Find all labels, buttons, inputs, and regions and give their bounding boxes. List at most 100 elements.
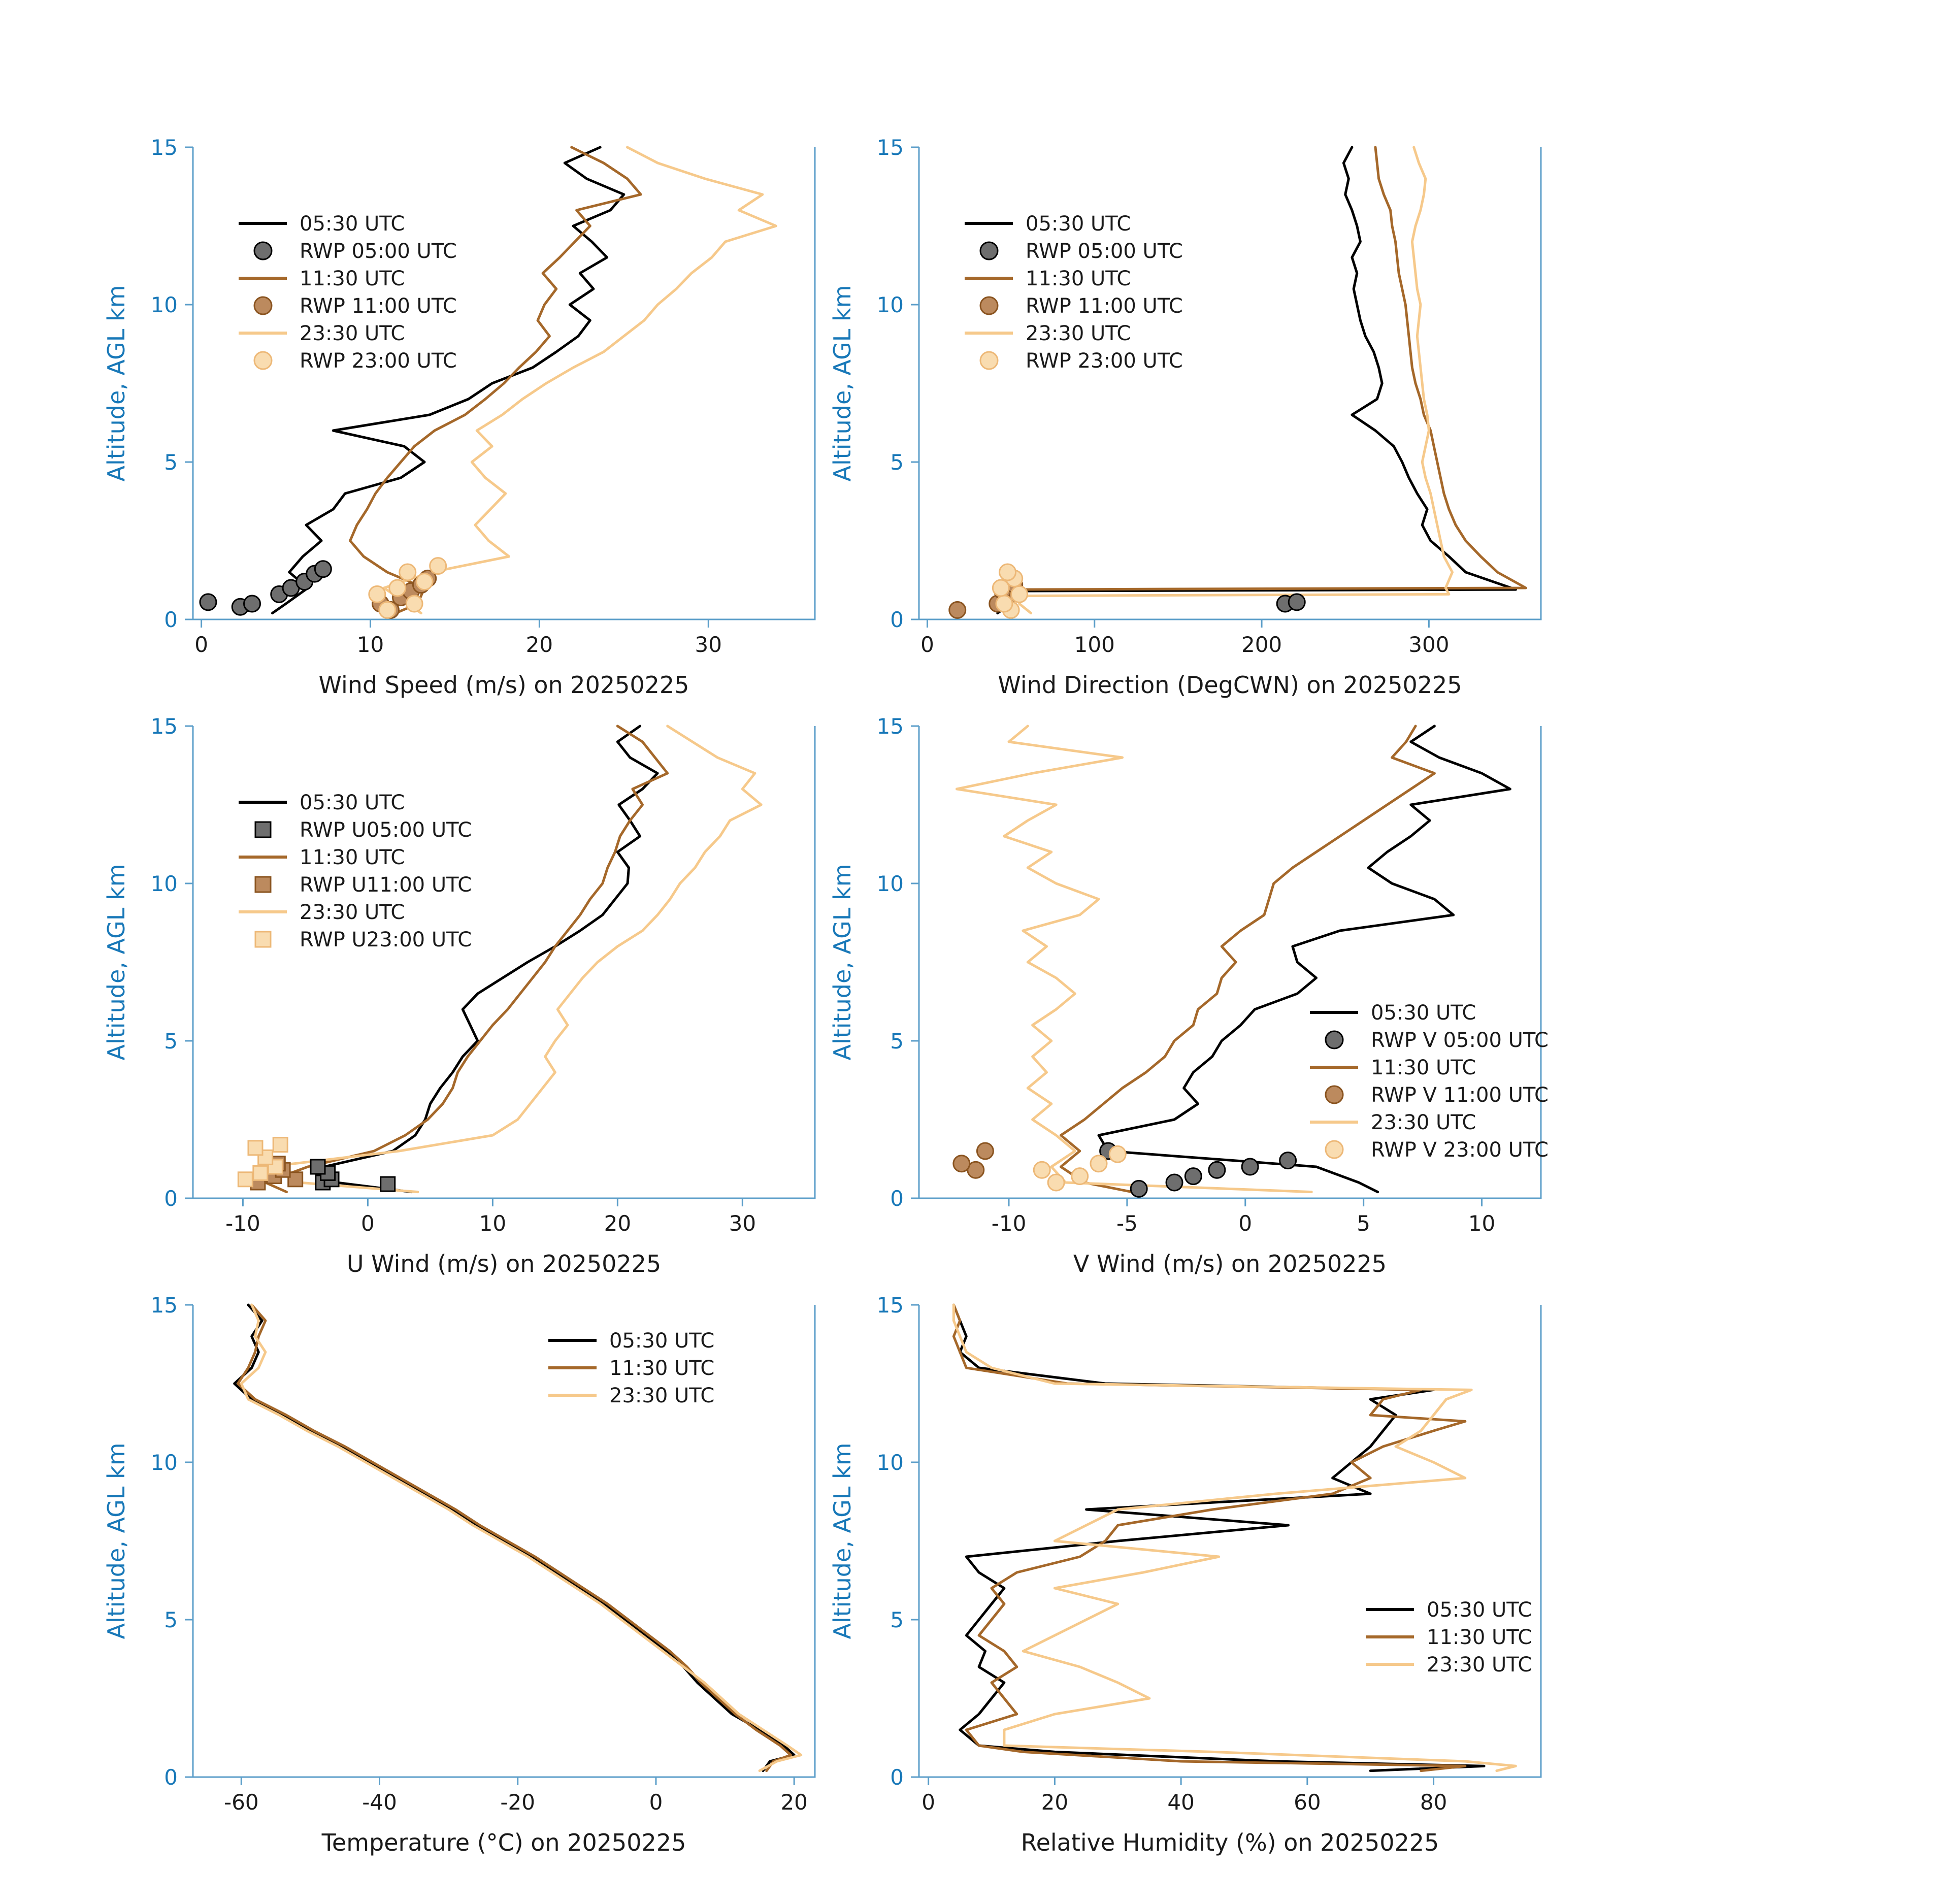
x-tick-label: 80: [1420, 1790, 1447, 1815]
series-line-11:30 UTC: [1003, 146, 1527, 615]
legend-label: 23:30 UTC: [609, 1384, 714, 1407]
series-line-11:30 UTC: [349, 146, 642, 615]
y-tick-label: 15: [877, 1293, 904, 1318]
x-tick-label: 0: [649, 1790, 663, 1815]
legend-label: RWP 23:00 UTC: [1026, 349, 1183, 373]
x-axis-label: Wind Speed (m/s) on 20250225: [319, 671, 689, 699]
series-line-23:30 UTC: [382, 146, 777, 615]
legend-label: 23:30 UTC: [300, 322, 405, 345]
y-tick-label: 0: [890, 1765, 904, 1790]
legend-label: RWP U11:00 UTC: [300, 873, 472, 897]
series-line-11:30 UTC: [237, 1303, 792, 1772]
y-axis-label: Altitude, AGL km: [829, 864, 856, 1060]
u-wind-svg: -10 0 10 20 30 0 5 10 15 U Wind (m/s) on 20250225…: [103, 714, 816, 1277]
series-line-23:30 UTC: [267, 725, 763, 1194]
x-tick-label: 20: [526, 632, 553, 657]
y-tick-label: 0: [164, 607, 178, 632]
x-axis-label: Relative Humidity (%) on 20250225: [1021, 1829, 1439, 1856]
y-tick-label: 5: [164, 1029, 178, 1054]
wind-speed-svg: 0 10 20 30 0 5 10 15 Wind Speed (m/s) on 2025022…: [103, 135, 816, 699]
legend: 05:30 UTC RWP V 05:00 UTC 11:30 UTC RWP V 1…: [1310, 1001, 1549, 1162]
legend: 05:30 UTC 11:30 UTC 23:30 UTC: [548, 1329, 714, 1407]
series-line-11:30 UTC: [264, 725, 669, 1194]
legend-label: 11:30 UTC: [1026, 267, 1131, 290]
x-tick-label: 60: [1294, 1790, 1321, 1815]
relative-humidity-svg: 0 20 40 60 80 0 5 10 15 Relative Humidity (%) on …: [829, 1293, 1542, 1856]
x-tick-label: 100: [1074, 632, 1115, 657]
y-tick-label: 0: [164, 1765, 178, 1790]
axes: -10 -5 0 5 10 0 5 10 15: [877, 714, 1542, 1236]
series-scatter-RWP V 23:00 UTC: [1033, 1145, 1127, 1192]
series-scatter-RWP U05:00 UTC: [310, 1159, 396, 1192]
y-tick-label: 0: [890, 607, 904, 632]
series-line-23:30 UTC: [240, 1303, 803, 1772]
legend-label: RWP U05:00 UTC: [300, 818, 472, 842]
legend-label: 23:30 UTC: [1427, 1653, 1532, 1677]
y-axis-label: Altitude, AGL km: [829, 1442, 856, 1639]
legend-label: RWP 11:00 UTC: [1026, 294, 1183, 318]
series-scatter-RWP V 11:00 UTC: [952, 1142, 994, 1179]
y-tick-label: 5: [890, 450, 904, 475]
x-tick-label: 300: [1408, 632, 1449, 657]
axes: 0 10 20 30 0 5 10 15: [151, 135, 816, 657]
x-tick-label: 30: [729, 1211, 756, 1236]
legend-label: 11:30 UTC: [300, 267, 405, 290]
y-tick-label: 0: [164, 1186, 178, 1211]
x-tick-label: 0: [361, 1211, 375, 1236]
y-tick-label: 15: [151, 714, 178, 739]
x-tick-label: -60: [224, 1790, 259, 1815]
temperature-chart: -60 -40 -20 0 20 0 5 10 15 Temperature (°C) on 20…: [76, 1229, 899, 1874]
legend-label: 05:30 UTC: [300, 791, 405, 814]
legend: 05:30 UTC 11:30 UTC 23:30 UTC: [1366, 1598, 1532, 1677]
wind-speed-chart: 0 10 20 30 0 5 10 15 Wind Speed (m/s) on 2025022…: [76, 71, 899, 716]
u-wind-chart: -10 0 10 20 30 0 5 10 15 U Wind (m/s) on 20250225…: [76, 650, 899, 1295]
series-line-23:30 UTC: [952, 1303, 1517, 1772]
x-tick-label: 0: [1238, 1211, 1252, 1236]
legend-label: RWP U23:00 UTC: [300, 928, 472, 951]
series-scatter-RWP 23:00 UTC: [992, 563, 1029, 619]
legend-label: 05:30 UTC: [300, 212, 405, 236]
series-line-23:30 UTC: [956, 725, 1313, 1194]
series-line-05:30 UTC: [1097, 725, 1511, 1194]
x-tick-label: 10: [479, 1211, 506, 1236]
y-tick-label: 0: [890, 1186, 904, 1211]
legend-label: 23:30 UTC: [1026, 322, 1131, 345]
legend-label: 05:30 UTC: [609, 1329, 714, 1353]
y-tick-label: 15: [877, 714, 904, 739]
y-tick-label: 5: [890, 1029, 904, 1054]
x-tick-label: 20: [604, 1211, 631, 1236]
v-wind-svg: -10 -5 0 5 10 0 5 10 15 V Wind (m/s) on 20250225 A…: [829, 714, 1549, 1277]
series-scatter-RWP U23:00 UTC: [237, 1137, 288, 1188]
series-line-11:30 UTC: [1060, 725, 1436, 1194]
wind-direction-svg: 0 100 200 300 0 5 10 15 Wind Direction (DegCWN) …: [829, 135, 1542, 699]
axes: 0 20 40 60 80 0 5 10 15: [877, 1293, 1542, 1815]
series-line-05:30 UTC: [996, 146, 1518, 615]
y-axis-label: Altitude, AGL km: [103, 285, 130, 481]
series-scatter-RWP 23:00 UTC: [368, 557, 447, 619]
x-tick-label: 20: [780, 1790, 807, 1815]
x-axis-label: V Wind (m/s) on 20250225: [1073, 1250, 1387, 1277]
y-axis-label: Altitude, AGL km: [103, 1442, 130, 1639]
x-tick-label: 200: [1241, 632, 1282, 657]
series-line-05:30 UTC: [233, 1303, 796, 1772]
relative-humidity-chart: 0 20 40 60 80 0 5 10 15 Relative Humidity (%) on …: [802, 1229, 1625, 1874]
x-axis-label: Wind Direction (DegCWN) on 20250225: [998, 671, 1462, 699]
legend-label: 23:30 UTC: [300, 901, 405, 924]
legend-label: 05:30 UTC: [1026, 212, 1131, 236]
legend-label: RWP V 23:00 UTC: [1371, 1138, 1549, 1162]
legend: 05:30 UTC RWP 05:00 UTC 11:30 UTC RWP 11:00…: [965, 212, 1183, 373]
x-tick-label: 10: [1468, 1211, 1495, 1236]
legend-label: RWP 05:00 UTC: [1026, 240, 1183, 263]
series-line-23:30 UTC: [1018, 146, 1454, 615]
x-tick-label: 20: [1041, 1790, 1068, 1815]
v-wind-chart: -10 -5 0 5 10 0 5 10 15 V Wind (m/s) on 20250225 A…: [802, 650, 1625, 1295]
axes: 0 100 200 300 0 5 10 15: [877, 135, 1542, 657]
legend-label: RWP V 05:00 UTC: [1371, 1029, 1549, 1052]
y-tick-label: 5: [164, 450, 178, 475]
y-axis-label: Altitude, AGL km: [103, 864, 130, 1060]
legend: 05:30 UTC RWP U05:00 UTC 11:30 UTC RWP U11:…: [239, 791, 472, 951]
legend-label: 11:30 UTC: [1427, 1626, 1532, 1649]
x-tick-label: 40: [1167, 1790, 1194, 1815]
axes: -60 -40 -20 0 20 0 5 10 15: [151, 1293, 816, 1815]
legend-label: 11:30 UTC: [300, 846, 405, 869]
